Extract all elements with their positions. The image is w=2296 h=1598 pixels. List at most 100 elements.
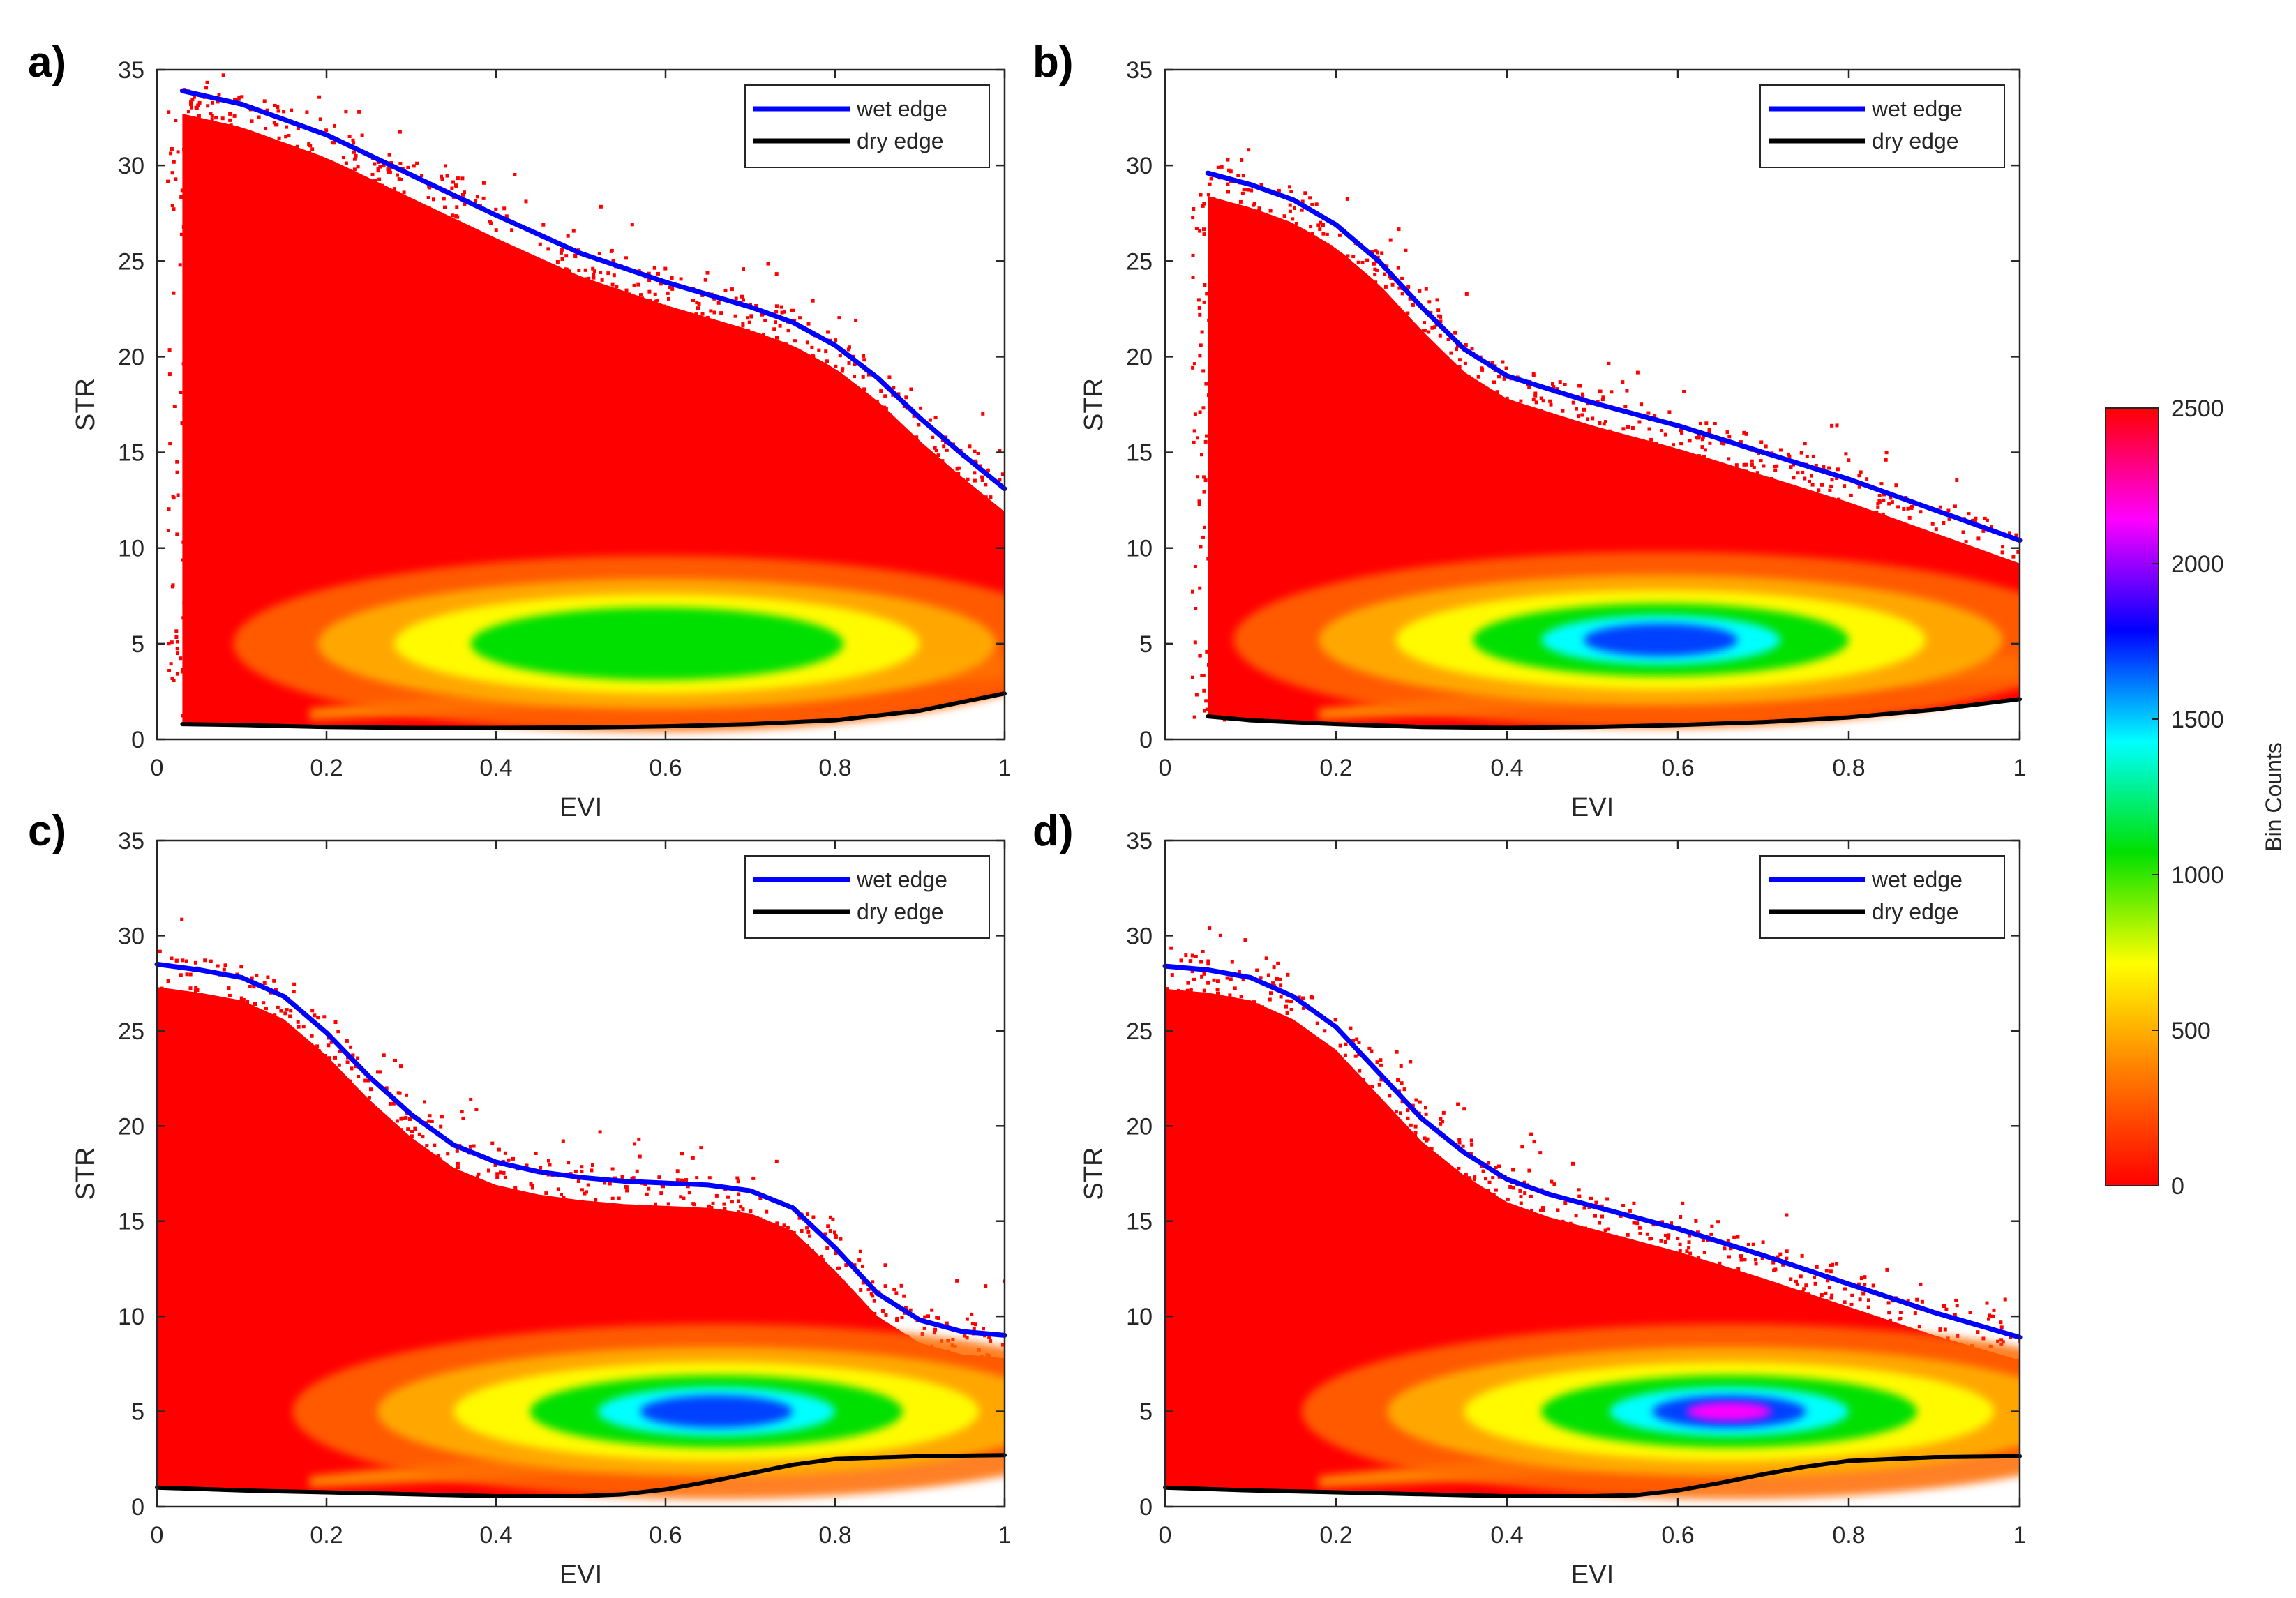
density-speck (1723, 474, 1727, 478)
density-speck (615, 285, 619, 289)
density-speck (195, 397, 199, 401)
density-speck (472, 1144, 476, 1148)
density-speck (1787, 489, 1791, 493)
density-speck (1210, 447, 1215, 451)
density-speck (1838, 1319, 1843, 1323)
density-speck (202, 524, 206, 528)
density-speck (520, 1193, 524, 1197)
density-speck (1732, 474, 1736, 478)
density-speck (548, 1163, 552, 1167)
density-speck (650, 1226, 654, 1230)
density-speck (1213, 239, 1217, 243)
density-speck (378, 226, 382, 230)
density-speck (448, 246, 452, 250)
density-speck (1572, 1258, 1576, 1262)
density-speck (860, 1322, 864, 1327)
density-speck (1436, 308, 1441, 312)
density-speck (1688, 1271, 1693, 1275)
dry-edge-line (1206, 697, 2022, 730)
x-tick-label: 0.4 (479, 755, 512, 781)
density-speck (793, 318, 797, 322)
density-speck (225, 1009, 230, 1013)
density-speck (207, 507, 211, 511)
density-speck (1877, 494, 1882, 497)
density-speck (655, 299, 659, 303)
density-speck (1441, 368, 1444, 372)
density-speck (539, 1251, 542, 1256)
density-speck (517, 249, 521, 253)
x-tick-label: 1 (998, 755, 1012, 781)
density-speck (160, 1408, 165, 1411)
density-speck (710, 345, 714, 349)
y-axis-label: STR (1079, 1147, 1109, 1200)
density-speck (295, 1075, 299, 1079)
density-speck (603, 1181, 607, 1185)
density-speck (1568, 1221, 1573, 1226)
density-speck (297, 200, 301, 204)
density-speck (980, 520, 984, 524)
density-speck (984, 508, 988, 513)
density-speck (1370, 1090, 1374, 1094)
density-speck (1663, 1281, 1667, 1285)
density-speck (195, 663, 200, 668)
density-speck (561, 1139, 565, 1143)
density-speck (1815, 1300, 1819, 1304)
density-speck (928, 505, 932, 509)
density-speck (239, 996, 243, 1000)
density-speck (1307, 1057, 1311, 1061)
density-speck (1184, 1209, 1188, 1214)
density-speck (355, 233, 359, 236)
density-speck (857, 403, 862, 407)
density-speck (1349, 1026, 1353, 1030)
density-speck (1957, 550, 1961, 555)
density-speck (432, 197, 435, 202)
density-speck (1628, 439, 1633, 443)
density-speck (861, 1281, 865, 1285)
density-speck (873, 409, 877, 414)
y-tick-label: 20 (118, 344, 144, 370)
density-speck (1188, 1160, 1192, 1164)
density-speck (883, 405, 887, 409)
density-speck (162, 1030, 166, 1034)
density-speck (1370, 1049, 1374, 1053)
density-speck (1209, 322, 1213, 326)
density-speck (622, 319, 626, 323)
density-speck (932, 1331, 936, 1335)
density-speck (1631, 1262, 1635, 1267)
y-tick-label: 35 (1126, 57, 1153, 84)
y-tick-label: 0 (131, 1494, 144, 1521)
density-speck (1884, 539, 1889, 543)
density-speck (182, 601, 186, 605)
density-speck (909, 387, 913, 391)
density-speck (980, 478, 984, 482)
density-speck (1881, 512, 1885, 516)
density-speck (732, 377, 736, 381)
density-speck (1843, 1287, 1847, 1291)
density-speck (811, 1268, 816, 1272)
density-speck (290, 108, 294, 112)
density-speck (461, 193, 465, 197)
density-speck (764, 1278, 768, 1281)
density-speck (738, 1255, 742, 1259)
density-speck (734, 296, 738, 301)
density-speck (1255, 968, 1259, 972)
density-speck (1336, 298, 1340, 302)
density-speck (1972, 550, 1976, 554)
density-speck (1550, 1269, 1554, 1273)
density-speck (504, 1221, 508, 1226)
density-speck (1198, 410, 1202, 414)
density-speck (674, 322, 678, 326)
density-speck (1489, 444, 1493, 449)
density-speck (1176, 1432, 1180, 1435)
density-speck (749, 1216, 753, 1221)
density-speck (1215, 596, 1219, 600)
density-speck (687, 1191, 691, 1195)
density-speck (417, 1178, 421, 1182)
density-speck (310, 1034, 314, 1038)
density-speck (507, 1200, 511, 1204)
density-speck (811, 1215, 816, 1219)
density-speck (1482, 441, 1485, 445)
density-speck (1286, 232, 1291, 236)
density-speck (1191, 365, 1195, 370)
density-speck (174, 1248, 179, 1252)
